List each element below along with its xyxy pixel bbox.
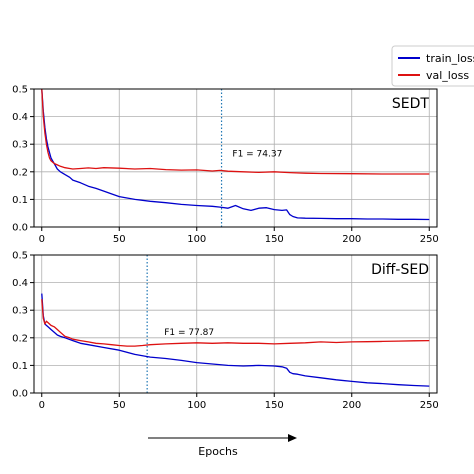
diffsed-train-loss-line (41, 293, 430, 387)
diffsed-series (41, 293, 430, 387)
epochs-arrow-head (288, 434, 297, 442)
sedt-ytick-label: 0.0 (12, 223, 28, 234)
diffsed-xtick-label: 0 (39, 400, 45, 411)
sedt-ticks: 0 50 100 150 200 250 0.0 0.1 0.2 0.3 0.4 0.5 (12, 85, 439, 246)
diffsed-xtick-label: 100 (187, 400, 206, 411)
sedt-panel: 0 50 100 150 200 250 0.0 0.1 0.2 0.3 0.4 0.5 SEDT F… (12, 85, 439, 246)
sedt-ytick-label: 0.4 (12, 112, 28, 123)
legend-train-label: train_loss (426, 52, 474, 65)
sedt-xtick-label: 50 (113, 234, 126, 245)
diffsed-panel-label: Diff-SED (371, 262, 429, 278)
diffsed-ticks: 0 50 100 150 200 250 0.0 0.1 0.2 0.3 0.4 0.5 (12, 251, 439, 412)
sedt-series (41, 88, 430, 221)
diffsed-ytick-label: 0.1 (12, 361, 28, 372)
xaxis-label: Epochs (198, 445, 238, 458)
diffsed-xtick-label: 50 (113, 400, 126, 411)
diffsed-ytick-label: 0.0 (12, 389, 28, 400)
sedt-xtick-label: 200 (342, 234, 361, 245)
legend: train_loss val_loss (391, 45, 474, 87)
diffsed-val-loss-line (41, 299, 430, 347)
xaxis-arrow (148, 434, 297, 442)
diffsed-axes-frame (33, 254, 438, 394)
diffsed-xtick-label: 150 (265, 400, 284, 411)
sedt-ytick-label: 0.2 (12, 167, 28, 178)
sedt-f1-annotation: F1 = 74.37 (232, 150, 282, 160)
diffsed-panel: 0 50 100 150 200 250 0.0 0.1 0.2 0.3 0.4 0.5 Diff-S… (12, 251, 439, 412)
sedt-axes-frame (33, 88, 438, 228)
diffsed-ytick-label: 0.3 (12, 306, 28, 317)
sedt-panel-label: SEDT (392, 96, 430, 112)
sedt-ytick-label: 0.5 (12, 85, 28, 96)
sedt-xtick-label: 150 (265, 234, 284, 245)
sedt-xtick-label: 0 (39, 234, 45, 245)
sedt-ytick-label: 0.3 (12, 140, 28, 151)
sedt-xtick-label: 100 (187, 234, 206, 245)
diffsed-ytick-label: 0.5 (12, 251, 28, 262)
diffsed-ytick-label: 0.4 (12, 278, 28, 289)
sedt-ytick-label: 0.1 (12, 195, 28, 206)
sedt-xtick-label: 250 (420, 234, 439, 245)
sedt-val-loss-line (41, 88, 430, 175)
diffsed-ytick-label: 0.2 (12, 333, 28, 344)
diffsed-f1-annotation: F1 = 77.87 (164, 328, 214, 338)
diffsed-xtick-label: 250 (420, 400, 439, 411)
diffsed-xtick-label: 200 (342, 400, 361, 411)
legend-val-label: val_loss (426, 69, 469, 82)
